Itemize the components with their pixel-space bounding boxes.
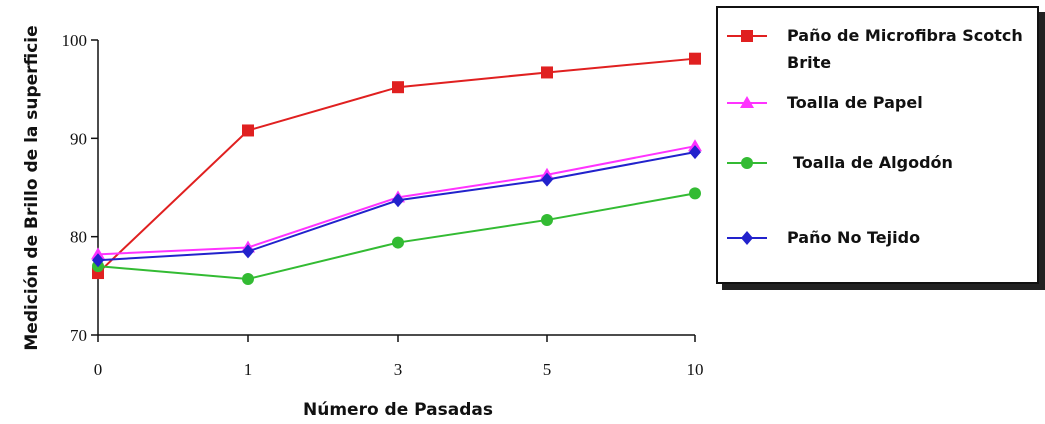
data-point [392, 193, 404, 208]
data-point [242, 244, 254, 259]
series-4 [92, 145, 701, 268]
series-line [97, 192, 696, 280]
ticks: 70 80 90 100 0 1 3 5 10 [62, 31, 704, 379]
data-point [242, 124, 254, 137]
data-point [242, 272, 254, 285]
data-point [541, 213, 553, 226]
y-axis-title: Medición de Brillo de la superficie [22, 25, 42, 350]
legend-label: Paño No Tejido [787, 228, 920, 247]
legend-label: Toalla de Algodón [793, 153, 953, 172]
legend-item: Paño de Microfibra Scotch Brite [727, 26, 1023, 72]
y-tick-label: 80 [70, 228, 87, 247]
x-tick-label: 0 [94, 360, 103, 379]
x-tick-label: 3 [394, 360, 403, 379]
data-point [392, 81, 404, 94]
data-point [541, 66, 553, 79]
axes [97, 40, 695, 336]
x-axis-title: Número de Pasadas [303, 400, 493, 420]
legend-item: Toalla de Papel [727, 93, 923, 112]
data-point [689, 145, 701, 160]
y-tick-label: 90 [70, 129, 87, 148]
data-point [689, 187, 701, 200]
data-point [92, 253, 104, 268]
data-point [392, 236, 404, 249]
legend-label: Toalla de Papel [787, 93, 923, 112]
y-tick-label: 100 [62, 31, 88, 50]
legend-box [716, 6, 1039, 284]
x-tick-label: 10 [687, 360, 704, 379]
x-tick-label: 5 [543, 360, 552, 379]
legend: Paño de Microfibra Scotch Brite Toalla de … [716, 6, 1045, 290]
x-tick-label: 1 [244, 360, 253, 379]
legend-item: Toalla de Algodón [727, 153, 953, 172]
data-point [541, 172, 553, 187]
legend-marker [740, 96, 754, 108]
legend-marker [741, 231, 753, 245]
series-layer [91, 52, 702, 285]
y-tick-label: 70 [70, 326, 87, 345]
series-1 [92, 52, 701, 280]
legend-marker [741, 30, 753, 42]
data-point [689, 52, 701, 65]
legend-label: Paño de Microfibra Scotch Brite [787, 26, 1023, 72]
legend-marker [741, 157, 753, 169]
legend-item: Paño No Tejido [727, 228, 920, 247]
